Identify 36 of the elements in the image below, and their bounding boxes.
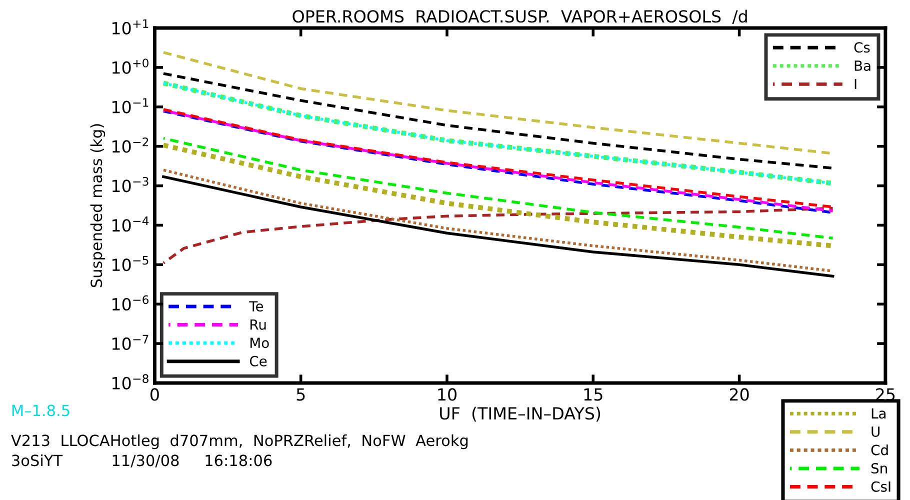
chart-title: OPER.ROOMS RADIOACT.SUSP. VAPOR+AEROSOLS /d: [292, 10, 747, 24]
y-tick-label: 10$^{−5}$: [112, 256, 148, 272]
y-tick-label: 10$^{−2}$: [112, 138, 148, 153]
legend-label: Cd: [871, 444, 888, 456]
text: V213 LLOCAHotleg d707mm, NoPRZRelief, NoFW Aerokg: [11, 434, 468, 450]
legend-label: Cs: [854, 42, 870, 53]
y-tick-label: 10$^{−6}$: [112, 295, 149, 311]
x-tick-label: 5: [296, 388, 305, 401]
legend-label: La: [872, 408, 886, 419]
x-axis-title: UF (TIME–IN–DAYS): [440, 406, 600, 422]
legend-label: Sn: [871, 463, 887, 474]
y-tick-label: 10$^{−3}$: [112, 176, 148, 192]
x-tick-label: 20: [730, 388, 749, 401]
line-series: [162, 72, 834, 170]
text: M–1.8.5: [12, 404, 70, 416]
y-axis-title: Suspended mass (kg): [90, 124, 106, 288]
y-tick-label: 10$^{+0}$: [112, 58, 148, 74]
text: 3oSiYT 11/30/08 16:18:06: [12, 454, 272, 468]
y-tick-label: 10$^{−4}$: [112, 216, 149, 232]
y-tick-label: 10$^{−7}$: [112, 334, 148, 350]
legend-label: Ce: [250, 356, 267, 366]
legend-label: U: [872, 426, 880, 437]
x-tick-label: 10: [438, 388, 456, 401]
legend-label: Te: [249, 301, 264, 312]
y-tick-label: 10$^{−1}$: [112, 98, 148, 114]
legend-label: Ba: [854, 60, 870, 71]
y-tick-label: 10$^{+1}$: [112, 19, 148, 34]
x-tick-label: 0: [150, 388, 159, 401]
x-tick-label: 15: [584, 388, 602, 401]
x-tick-label: 25: [876, 388, 895, 401]
legend-label: Mo: [250, 338, 269, 348]
legend-label: I: [854, 78, 856, 90]
legend-label: Ru: [250, 319, 266, 330]
line-series: [162, 206, 834, 264]
legend-label: CsI: [871, 481, 890, 492]
y-tick-label: 10$^{−8}$: [112, 374, 148, 390]
